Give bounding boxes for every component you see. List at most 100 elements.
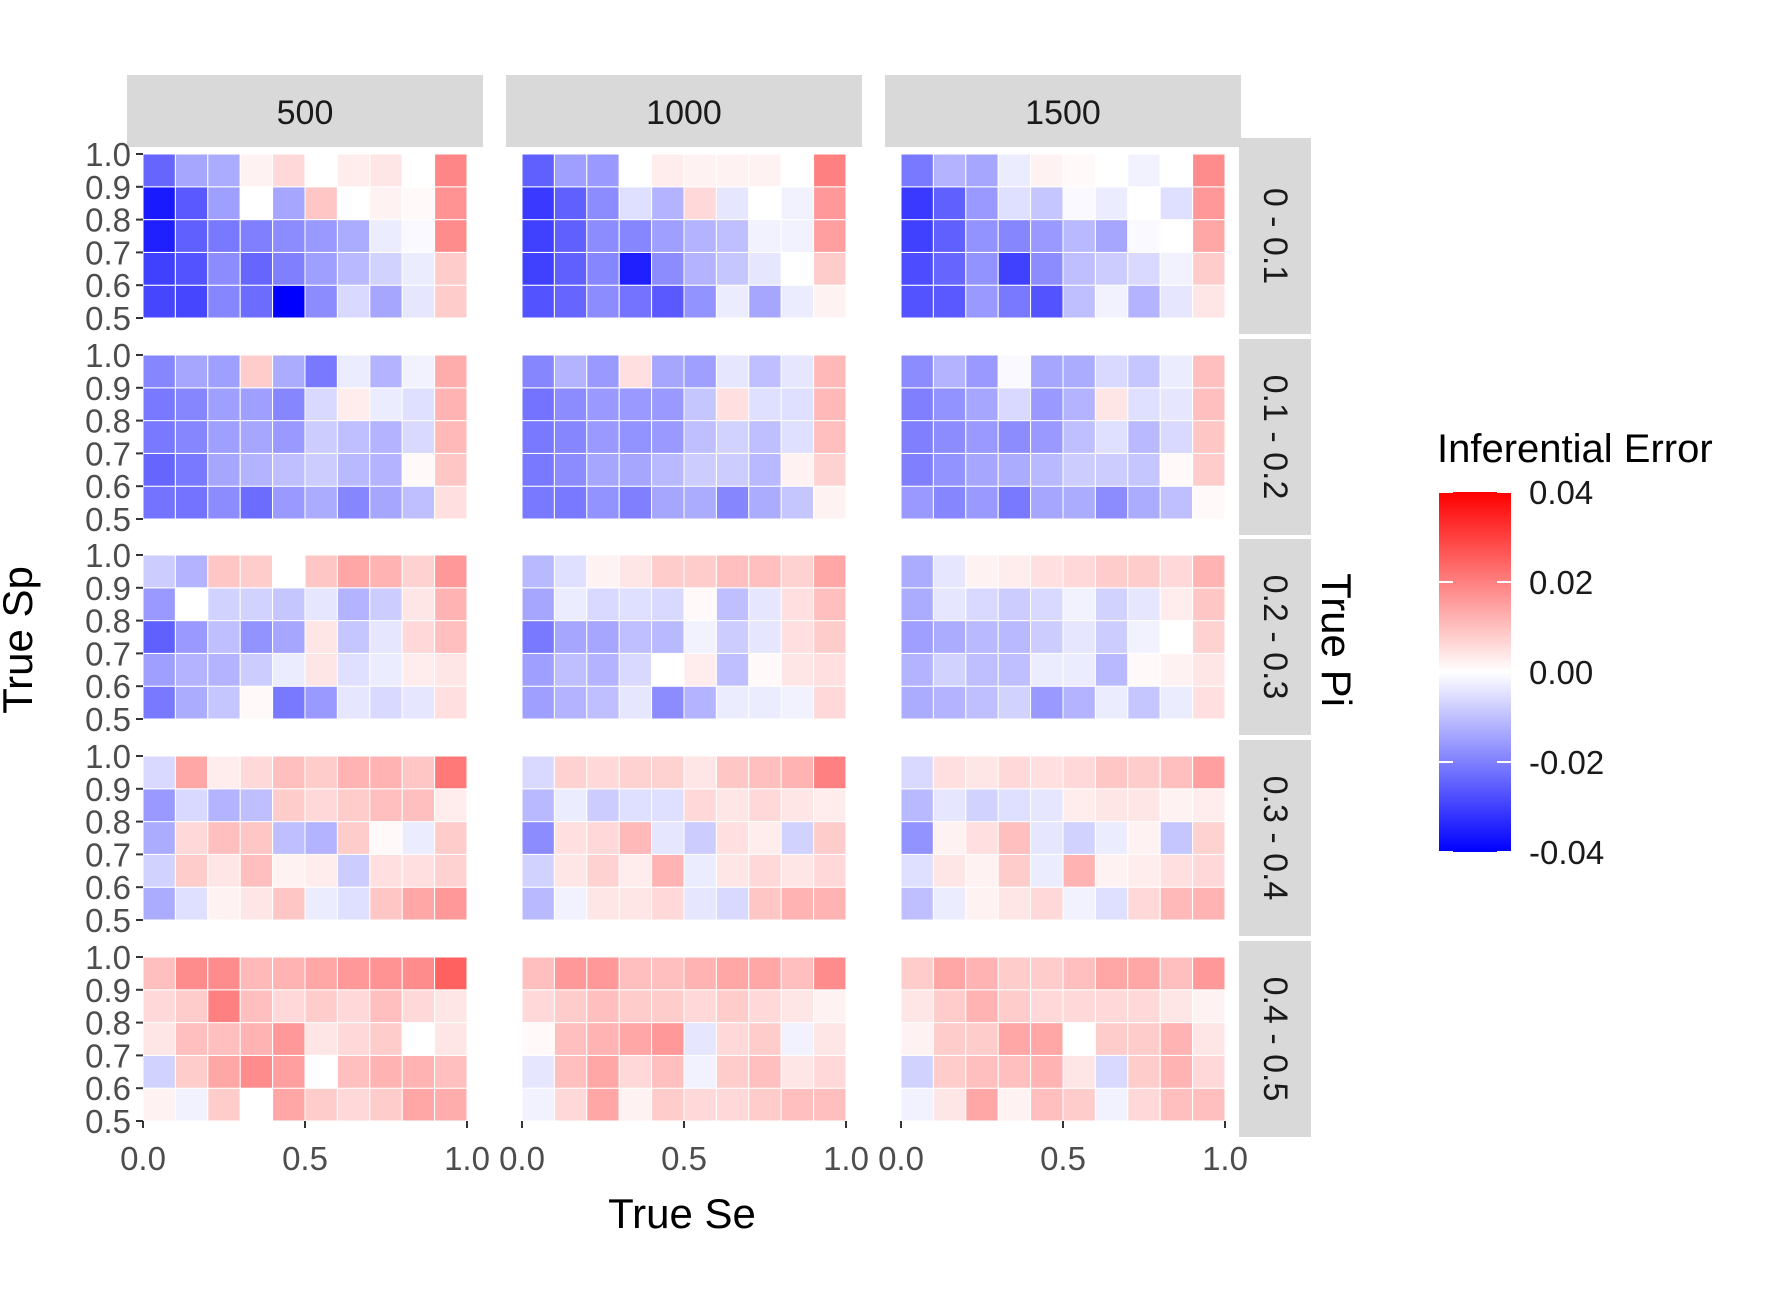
heatmap-tile: [813, 1087, 847, 1122]
heatmap-tile: [1159, 387, 1194, 422]
heatmap-tile: [239, 956, 274, 991]
heatmap-tile: [239, 420, 274, 454]
heatmap-tile: [521, 620, 555, 654]
heatmap-tile: [239, 652, 274, 687]
heatmap-tile: [683, 956, 717, 991]
heatmap-tile: [965, 284, 999, 319]
heatmap-tile: [207, 1054, 241, 1089]
heatmap-tile: [553, 420, 588, 454]
heatmap-tile: [900, 452, 934, 487]
legend-label: 0.00: [1529, 654, 1593, 691]
heatmap-tile: [272, 755, 306, 790]
heatmap-tile: [1127, 284, 1161, 319]
heatmap-tile: [780, 420, 815, 454]
heatmap-tile: [369, 485, 403, 520]
heatmap-tile: [174, 788, 209, 823]
heatmap-tile: [174, 284, 209, 319]
heatmap-tile: [304, 821, 338, 855]
heatmap-tile: [618, 755, 653, 790]
heatmap-tile: [174, 956, 209, 991]
heatmap-tile: [207, 387, 241, 422]
heatmap-tile: [239, 886, 274, 921]
heatmap-tile: [900, 153, 934, 188]
heatmap-tile: [900, 956, 934, 991]
heatmap-tile: [813, 485, 847, 520]
heatmap-tile: [336, 685, 371, 720]
heatmap-tile: [900, 387, 934, 422]
heatmap-tile: [174, 652, 209, 687]
y-tick-label: 0.5: [85, 501, 131, 538]
heatmap-tile: [336, 788, 371, 823]
heatmap-tile: [586, 153, 620, 188]
heatmap-tile: [304, 788, 338, 823]
heatmap-tile: [586, 554, 620, 589]
heatmap-tile: [586, 956, 620, 991]
heatmap-tile: [1094, 1054, 1129, 1089]
heatmap-tile: [239, 251, 274, 286]
heatmap-tile: [997, 284, 1032, 319]
heatmap-tile: [1030, 153, 1064, 188]
heatmap-tile: [651, 788, 685, 823]
heatmap-panel: [521, 153, 847, 319]
heatmap-tile: [586, 1022, 620, 1056]
heatmap-tile: [336, 620, 371, 654]
heatmap-tile: [401, 251, 436, 286]
heatmap-tile: [651, 251, 685, 286]
heatmap-tile: [1094, 956, 1129, 991]
heatmap-tile: [715, 587, 750, 622]
x-tick-label: 0.5: [282, 1140, 328, 1177]
heatmap-tile: [1030, 853, 1064, 888]
heatmap-tile: [553, 956, 588, 991]
heatmap-tile: [1159, 685, 1194, 720]
heatmap-tile: [748, 485, 782, 520]
heatmap-tile: [1127, 354, 1161, 389]
heatmap-tile: [521, 153, 555, 188]
heatmap-tile: [683, 620, 717, 654]
heatmap-tile: [683, 685, 717, 720]
heatmap-tile: [401, 219, 436, 253]
heatmap-tile: [174, 989, 209, 1024]
heatmap-tile: [715, 886, 750, 921]
heatmap-tile: [434, 554, 468, 589]
heatmap-tile: [1192, 956, 1226, 991]
heatmap-tile: [813, 554, 847, 589]
heatmap-tile: [434, 420, 468, 454]
x-tick-label: 0.5: [661, 1140, 707, 1177]
heatmap-tile: [715, 251, 750, 286]
heatmap-tile: [401, 485, 436, 520]
heatmap-tile: [932, 219, 967, 253]
heatmap-tile: [932, 853, 967, 888]
y-tick-label: 0.7: [85, 435, 131, 472]
heatmap-tile: [369, 821, 403, 855]
heatmap-tile: [1062, 186, 1096, 221]
heatmap-tile: [586, 186, 620, 221]
heatmap-tile: [1062, 886, 1096, 921]
heatmap-tile: [1192, 485, 1226, 520]
heatmap-tile: [900, 251, 934, 286]
heatmap-tile: [932, 886, 967, 921]
heatmap-tile: [965, 853, 999, 888]
heatmap-tile: [207, 853, 241, 888]
heatmap-tile: [715, 186, 750, 221]
heatmap-tile: [651, 354, 685, 389]
heatmap-tile: [683, 420, 717, 454]
heatmap-tile: [683, 652, 717, 687]
heatmap-tile: [715, 956, 750, 991]
heatmap-tile: [651, 652, 685, 687]
heatmap-tile: [715, 485, 750, 520]
heatmap-tile: [1159, 354, 1194, 389]
heatmap-tile: [434, 1054, 468, 1089]
heatmap-tile: [932, 620, 967, 654]
heatmap-tile: [1192, 853, 1226, 888]
heatmap-tile: [142, 755, 176, 790]
heatmap-tile: [553, 853, 588, 888]
heatmap-tile: [932, 186, 967, 221]
heatmap-tile: [434, 956, 468, 991]
heatmap-tile: [715, 1022, 750, 1056]
heatmap-tile: [965, 420, 999, 454]
heatmap-tile: [813, 284, 847, 319]
heatmap-tile: [521, 989, 555, 1024]
heatmap-tile: [900, 1054, 934, 1089]
heatmap-tile: [651, 420, 685, 454]
